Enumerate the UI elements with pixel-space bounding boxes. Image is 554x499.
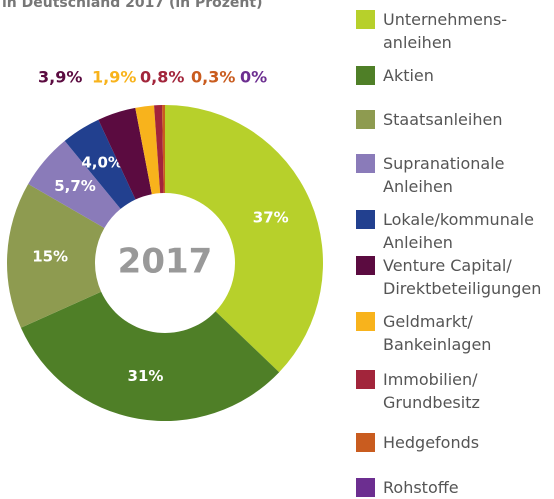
donut-slice <box>6 184 105 328</box>
legend-label: Venture Capital/ Direktbeteiligungen <box>383 256 542 298</box>
value-label: 5,7% <box>54 177 96 195</box>
legend-item: Geldmarkt/ Bankeinlagen <box>356 310 491 356</box>
legend-item: Unternehmens- anleihen <box>356 8 507 54</box>
legend-swatch <box>356 154 375 173</box>
value-label: 1,9% <box>92 68 136 87</box>
center-label: 2017 <box>118 242 213 282</box>
value-label: 0% <box>240 68 267 87</box>
legend-swatch <box>356 370 375 389</box>
legend-label: Geldmarkt/ Bankeinlagen <box>383 312 492 354</box>
legend-label: Immobilien/ Grundbesitz <box>383 370 480 412</box>
value-label: 0,3% <box>191 68 235 87</box>
legend-item: Supranationale Anleihen <box>356 152 505 198</box>
donut-slice <box>165 105 324 373</box>
legend-label: Hedgefonds <box>383 433 480 452</box>
legend-swatch <box>356 433 375 452</box>
legend-label: Rohstoffe <box>383 478 459 497</box>
legend-item: Staatsanleihen <box>356 108 502 131</box>
value-label: 31% <box>128 367 164 385</box>
legend-swatch <box>356 110 375 129</box>
value-label: 0,8% <box>140 68 184 87</box>
donut-slice <box>135 105 161 195</box>
value-label: 15% <box>32 248 68 266</box>
value-label: 37% <box>253 208 289 226</box>
legend-item: Immobilien/ Grundbesitz <box>356 368 480 414</box>
value-label: 4,0% <box>81 154 123 172</box>
legend-swatch <box>356 478 375 497</box>
legend-label: Unternehmens- anleihen <box>383 10 508 52</box>
legend-swatch <box>356 210 375 229</box>
legend-item: Lokale/kommunale Anleihen <box>356 208 534 254</box>
donut-slice <box>20 291 280 422</box>
donut-slice <box>64 119 136 209</box>
legend-swatch <box>356 66 375 85</box>
legend-label: Staatsanleihen <box>383 110 503 129</box>
legend-item: Venture Capital/ Direktbeteiligungen <box>356 254 541 300</box>
donut-slice <box>28 140 121 228</box>
legend-swatch <box>356 312 375 331</box>
legend-item: Aktien <box>356 64 434 87</box>
donut-slice <box>154 105 164 194</box>
value-label: 3,9% <box>38 68 82 87</box>
donut-area: in Deutschland 2017 (in Prozent) 37% 31% 1… <box>2 0 324 422</box>
chart-title: in Deutschland 2017 (in Prozent) <box>2 0 262 11</box>
legend-swatch <box>356 256 375 275</box>
legend-label: Lokale/kommunale Anleihen <box>383 210 534 252</box>
legend-label: Aktien <box>383 66 434 85</box>
legend-label: Supranationale Anleihen <box>383 154 505 196</box>
legend-item: Hedgefonds <box>356 431 479 454</box>
donut-slice <box>162 105 165 194</box>
legend-item: Rohstoffe <box>356 476 459 499</box>
donut-slice <box>98 107 152 200</box>
legend-swatch <box>356 10 375 29</box>
